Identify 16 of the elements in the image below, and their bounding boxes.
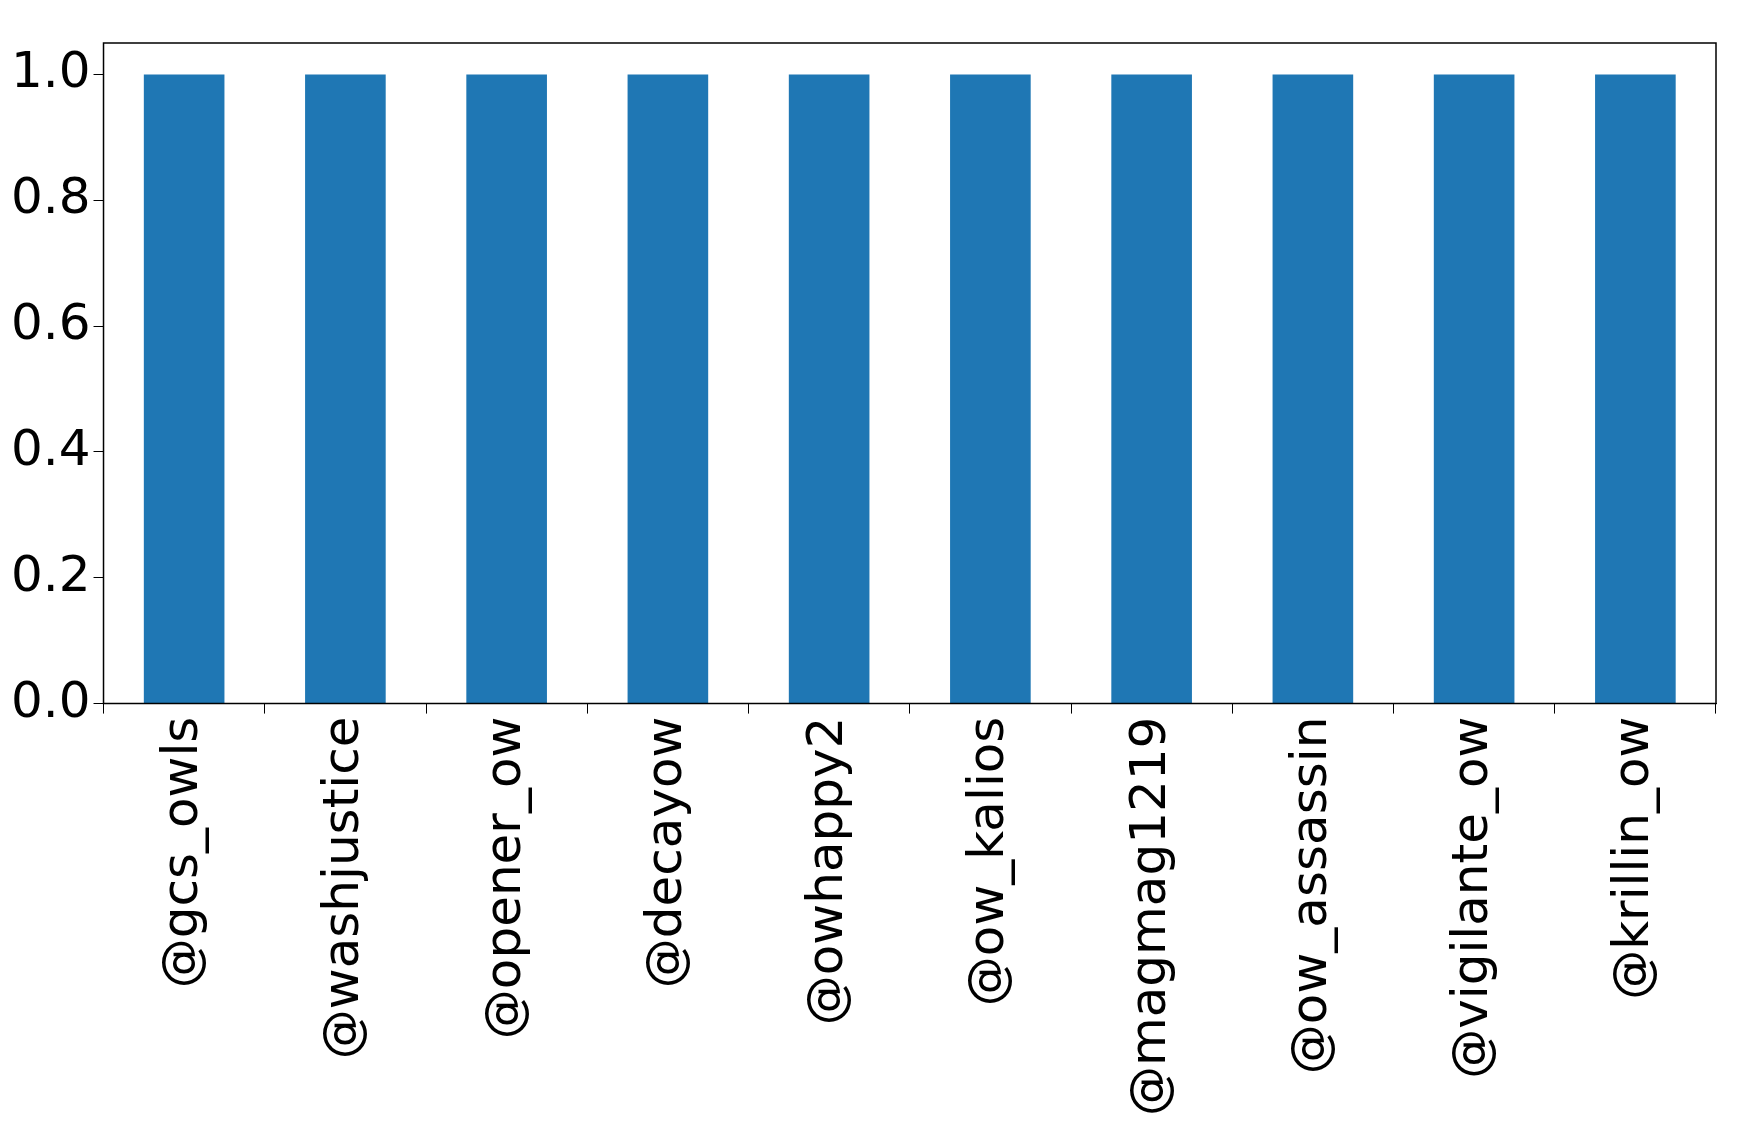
y-tick-label: 0.2 (10, 544, 91, 603)
x-tick-label: @opener_ow (473, 716, 532, 1040)
x-tick-label: @vigilante_ow (1441, 716, 1500, 1079)
x-tick-label: @owhappy2 (796, 716, 855, 1026)
y-tick-label: 0.0 (10, 670, 91, 729)
x-tick-label: @gcs_owls (151, 716, 210, 989)
x-tick-label: @decayow (634, 716, 693, 989)
x-tick-label: @krillin_ow (1602, 716, 1661, 1000)
y-tick-label: 0.6 (10, 293, 91, 352)
x-tick-label: @ow_assassin (1279, 716, 1338, 1075)
y-tick-label: 0.4 (10, 418, 91, 477)
y-tick-label: 0.8 (10, 167, 91, 226)
x-tick-label: @ow_kalios (957, 716, 1016, 1007)
x-tick-label: @magmag1219 (1118, 716, 1177, 1117)
y-tick-label: 1.0 (10, 41, 91, 100)
x-tick-label: @washjustice (312, 716, 371, 1060)
